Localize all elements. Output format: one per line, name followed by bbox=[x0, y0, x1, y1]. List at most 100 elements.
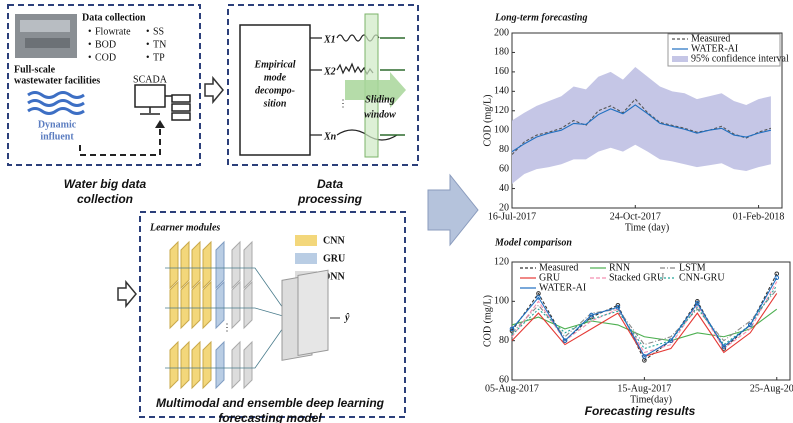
point bbox=[509, 326, 515, 332]
emd-box bbox=[239, 24, 311, 156]
point bbox=[536, 295, 541, 300]
confidence-band bbox=[512, 67, 771, 184]
caption: collection bbox=[77, 192, 133, 206]
flow-arrow bbox=[204, 75, 224, 105]
cnn-layer bbox=[169, 340, 179, 390]
link bbox=[165, 307, 291, 319]
y-tick-label: 180 bbox=[494, 47, 509, 58]
bullet: • bbox=[88, 52, 92, 63]
cnn-layer bbox=[180, 240, 190, 290]
y-tick-label: 140 bbox=[494, 86, 509, 97]
chart-title: Long-term forecasting bbox=[494, 12, 588, 23]
y-tick-label: 40 bbox=[499, 183, 509, 194]
dnn-layer bbox=[231, 240, 241, 290]
y-tick-label: 160 bbox=[494, 66, 509, 77]
bullet: • bbox=[146, 39, 150, 50]
server bbox=[171, 103, 191, 112]
item: COD bbox=[95, 52, 116, 63]
cnn-layer bbox=[180, 280, 190, 330]
legend-label: 95% confidence interval bbox=[691, 53, 789, 64]
component-label: Xn bbox=[323, 131, 337, 142]
green-arrow bbox=[380, 37, 405, 136]
point bbox=[562, 338, 568, 343]
y-tick-label: 20 bbox=[499, 202, 509, 213]
legend-swatch bbox=[295, 235, 317, 246]
gru-layer bbox=[215, 340, 225, 390]
output-label: ŷ bbox=[344, 312, 350, 323]
computer-icon bbox=[134, 84, 191, 121]
y-tick-label: 60 bbox=[499, 163, 509, 174]
facility-label: Full-scale bbox=[14, 64, 56, 75]
legend-label: Measured bbox=[691, 33, 730, 44]
collection-box bbox=[7, 4, 201, 166]
model-heading: Learner modules bbox=[149, 222, 220, 233]
series-line bbox=[511, 104, 772, 153]
bullet: • bbox=[88, 26, 92, 37]
y-tick-label: 60 bbox=[499, 374, 509, 385]
caption: Data bbox=[317, 177, 343, 191]
emd-label: Empirical bbox=[253, 59, 295, 70]
item: Flowrate bbox=[95, 26, 131, 37]
caption: Forecasting results bbox=[585, 404, 696, 418]
window-label: Sliding bbox=[365, 94, 394, 105]
cnn-layer bbox=[202, 280, 212, 330]
influent-label: influent bbox=[40, 131, 74, 142]
stand bbox=[140, 107, 160, 115]
y-tick-label: 120 bbox=[494, 105, 509, 116]
x-tick-label: 24-Oct-2017 bbox=[610, 211, 661, 222]
caption: Water big data bbox=[64, 177, 147, 191]
cnn-layer bbox=[202, 340, 212, 390]
cnn-layer bbox=[202, 240, 212, 290]
influent-label: Dynamic bbox=[38, 119, 77, 130]
series-line bbox=[511, 285, 778, 350]
x-tick-label: 01-Feb-2018 bbox=[733, 211, 785, 222]
legend-label: WATER-AI bbox=[691, 43, 738, 54]
ellipsis: ⋮ bbox=[222, 322, 232, 333]
cnn-layer bbox=[191, 280, 201, 330]
ellipsis: ⋮ bbox=[338, 98, 348, 109]
gru-layer bbox=[215, 280, 225, 330]
bullets: • • • • • • bbox=[88, 26, 150, 63]
feedback-line bbox=[79, 127, 161, 156]
caption: Multimodal and ensemble deep learning bbox=[156, 396, 385, 410]
x-tick-label: 25-Aug-2017 bbox=[750, 383, 793, 394]
legend-label: RNN bbox=[609, 262, 630, 273]
y-tick-label: 80 bbox=[499, 335, 509, 346]
cnn-layer bbox=[191, 240, 201, 290]
server bbox=[171, 112, 191, 121]
caption: forecasting model bbox=[218, 411, 322, 423]
caption: processing bbox=[297, 192, 363, 206]
dnn-layer bbox=[231, 280, 241, 330]
cnn-layer bbox=[180, 340, 190, 390]
wave bbox=[27, 99, 85, 107]
legend-label: CNN bbox=[323, 235, 345, 246]
legend-label: Stacked GRU bbox=[609, 272, 665, 283]
y-tick-label: 100 bbox=[494, 125, 509, 136]
y-axis-label: COD (mg/L) bbox=[482, 295, 493, 347]
dnn-layer bbox=[243, 240, 253, 290]
window-label: window bbox=[364, 109, 396, 120]
bullet: • bbox=[146, 26, 150, 37]
gru-layer bbox=[215, 240, 225, 290]
dnn-layer bbox=[243, 280, 253, 330]
component-label: X2 bbox=[323, 66, 336, 77]
series-line bbox=[511, 281, 778, 354]
ensemble-layer bbox=[297, 269, 329, 357]
cnn-layer bbox=[191, 340, 201, 390]
processing-box bbox=[227, 4, 419, 166]
x-axis-label: Time(day) bbox=[630, 394, 672, 405]
legend-label: DNN bbox=[323, 271, 345, 282]
y-axis-label: COD (mg/L) bbox=[482, 95, 493, 147]
emd-label: mode bbox=[264, 72, 287, 83]
bullet: • bbox=[88, 39, 92, 50]
collection-heading: Data collection bbox=[82, 12, 146, 23]
flow-arrow bbox=[117, 279, 137, 309]
facility-detail bbox=[25, 38, 70, 48]
bullet: • bbox=[146, 52, 150, 63]
charts: Long-term forecasting 20 40 60 80 100 120 140 16… bbox=[482, 12, 793, 405]
emd-label: decompo- bbox=[255, 85, 295, 96]
dnn-layer bbox=[231, 340, 241, 390]
legend-label: WATER-AI bbox=[539, 282, 586, 293]
emd-label: sition bbox=[263, 98, 287, 109]
